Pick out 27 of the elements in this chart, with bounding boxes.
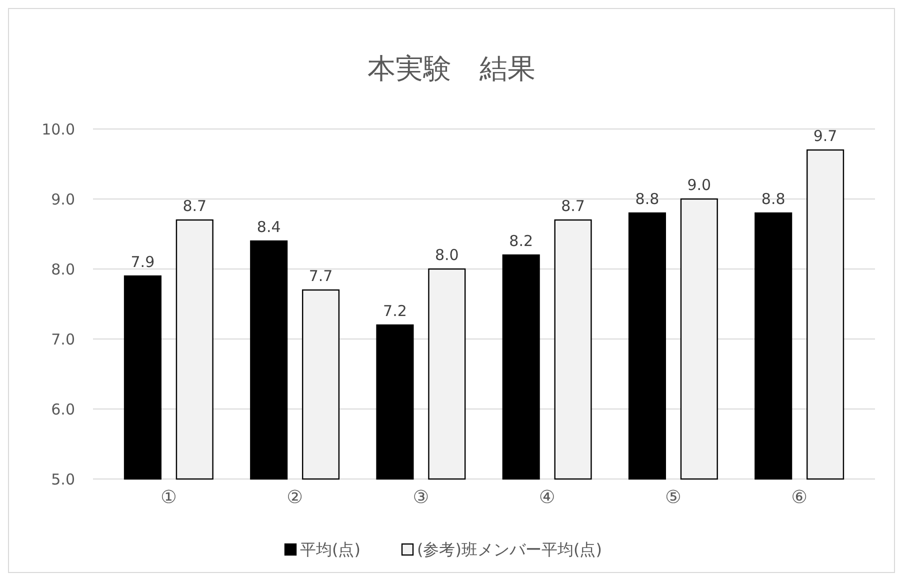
data-label: 8.4	[256, 218, 281, 236]
data-label: 8.0	[434, 246, 459, 264]
x-tick-label: ④	[538, 487, 556, 508]
y-tick-label: 7.0	[51, 330, 75, 348]
chart-title: 本実験 結果	[368, 52, 536, 85]
legend-label: 平均(点)	[300, 540, 360, 559]
data-label: 9.7	[813, 127, 838, 145]
data-label: 7.7	[308, 267, 333, 285]
data-label: 8.7	[182, 197, 207, 215]
y-tick-label: 9.0	[51, 190, 75, 208]
y-tick-label: 5.0	[51, 470, 75, 488]
y-tick-label: 10.0	[42, 120, 75, 138]
x-tick-label: ②	[286, 487, 303, 508]
x-tick-label: ⑥	[791, 487, 808, 508]
data-label: 7.2	[383, 302, 407, 320]
data-label: 8.8	[635, 190, 660, 208]
data-label: 8.7	[561, 197, 585, 215]
y-tick-label: 8.0	[51, 260, 75, 278]
data-label: 8.2	[509, 232, 534, 250]
x-tick-label: ①	[160, 487, 177, 508]
x-tick-label: ⑤	[665, 487, 682, 508]
data-label: 9.0	[687, 176, 712, 194]
data-label: 8.8	[761, 190, 786, 208]
data-label: 7.9	[130, 253, 155, 271]
x-tick-label: ③	[412, 487, 430, 508]
legend-label: (参考)班メンバー平均(点)	[417, 540, 602, 559]
y-tick-label: 6.0	[51, 400, 75, 418]
